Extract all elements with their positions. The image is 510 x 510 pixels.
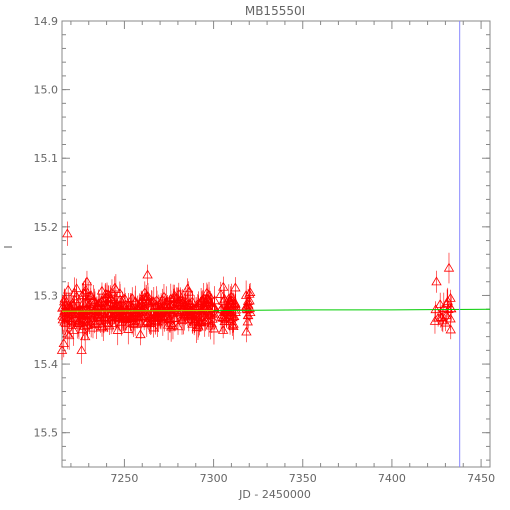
data-point — [80, 278, 91, 308]
data-point — [208, 313, 220, 345]
x-tick-label: 7400 — [378, 472, 406, 485]
data-point — [142, 264, 153, 286]
data-point — [209, 295, 220, 322]
data-points — [56, 221, 457, 364]
y-tick-label: 15.4 — [34, 358, 59, 371]
y-tick-label: 15.5 — [34, 427, 59, 440]
data-point — [56, 340, 68, 360]
x-tick-label: 7350 — [289, 472, 317, 485]
data-point — [138, 302, 150, 331]
data-point — [244, 283, 256, 302]
data-point — [96, 291, 107, 311]
x-axis-label: JD - 2450000 — [238, 488, 311, 501]
data-point — [434, 292, 446, 317]
y-tick-label: 15.1 — [34, 152, 59, 165]
data-point — [68, 314, 79, 346]
model-curve — [61, 308, 491, 312]
x-axis: 7250 7300 7350 7400 7450 — [70, 21, 495, 485]
data-point — [440, 314, 451, 332]
y-tick-label: 15.3 — [34, 289, 59, 302]
data-point — [429, 308, 441, 334]
data-point — [76, 336, 87, 364]
data-point — [172, 318, 184, 335]
data-point — [135, 323, 146, 346]
data-point — [218, 276, 229, 298]
y-tick-label: 15.2 — [34, 221, 59, 234]
data-point — [71, 278, 82, 299]
x-tick-label: 7450 — [467, 472, 495, 485]
y-axis: 14.9 15.0 15.1 15.2 15.3 15.4 15.5 — [34, 15, 490, 461]
plot-frame — [61, 20, 491, 468]
x-tick-label: 7300 — [200, 472, 228, 485]
data-point — [79, 322, 91, 352]
x-tick-label: 7250 — [110, 472, 138, 485]
chart-title: MB15550I — [245, 4, 305, 18]
data-point — [58, 329, 69, 358]
y-tick-label: 15.0 — [34, 84, 59, 97]
y-axis-label: I — [2, 245, 15, 248]
y-tick-label: 14.9 — [34, 15, 59, 28]
data-point — [442, 287, 453, 315]
data-point — [81, 270, 93, 293]
data-point — [119, 287, 130, 310]
data-point — [443, 252, 455, 284]
data-point — [195, 312, 207, 332]
data-point — [62, 221, 73, 246]
data-point — [230, 298, 242, 322]
data-point — [438, 292, 449, 324]
data-point — [445, 320, 456, 340]
data-point — [431, 270, 442, 293]
data-point — [446, 296, 457, 321]
model-line-yellow — [61, 310, 214, 312]
